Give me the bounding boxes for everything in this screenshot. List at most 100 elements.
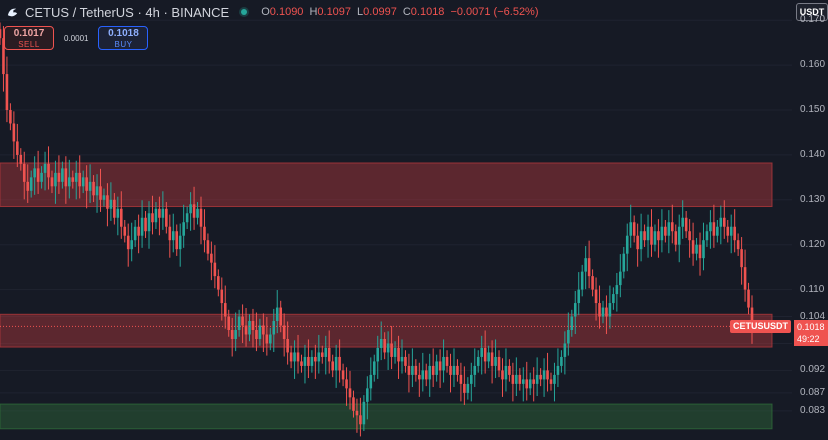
change-value: −0.0071 (−6.52%) [450, 6, 539, 18]
candle-body [584, 258, 587, 272]
candle-body [282, 325, 286, 339]
bar-countdown: 49:22 [797, 334, 820, 345]
candle-body [539, 374, 542, 380]
candle-body [573, 303, 577, 317]
candle-body [667, 222, 671, 236]
candle-body [459, 374, 463, 384]
candle-body [743, 267, 747, 290]
buy-label: BUY [114, 40, 133, 49]
candle-body [43, 163, 47, 173]
close-value: 0.1018 [410, 6, 445, 18]
candle-body [643, 231, 646, 241]
candle-body [549, 379, 553, 384]
candle-body [563, 343, 567, 357]
last-price-value: 0.1018 [797, 322, 825, 333]
candle-body [424, 370, 428, 380]
candle-body [203, 226, 206, 241]
candle-body [289, 352, 293, 362]
candle-body [428, 365, 432, 380]
candle-body [168, 226, 172, 241]
candle-body [615, 285, 619, 295]
candle-body [85, 177, 88, 191]
candle-body [521, 379, 525, 384]
ohlc-readout: O0.1090 H0.1097 L0.0997 C0.1018 −0.0071 … [261, 6, 538, 18]
candle-body [442, 356, 445, 371]
candle-body [546, 370, 549, 380]
candle-body [619, 271, 622, 286]
candle-body [736, 240, 740, 250]
candle-body [688, 231, 691, 241]
candle-body [64, 168, 68, 187]
candle-body [279, 307, 283, 326]
price-axis[interactable] [792, 0, 828, 440]
zone-support [0, 313, 773, 348]
zone-demand [0, 403, 773, 430]
candle-body [376, 347, 380, 362]
candle-series [0, 22, 754, 437]
candle-body [577, 289, 581, 304]
candle-body [310, 356, 314, 366]
candle-body [650, 226, 653, 245]
candle-body [140, 217, 144, 236]
price-chart[interactable] [0, 0, 792, 440]
candle-body [404, 356, 407, 366]
candle-body [286, 338, 289, 353]
candle-body [47, 163, 50, 178]
candle-body [230, 330, 234, 339]
candle-body [296, 352, 300, 362]
axis-tick-label: 0.130 [800, 193, 826, 205]
candle-body [5, 74, 9, 110]
candle-body [591, 276, 594, 290]
candle-body [189, 204, 192, 214]
symbol-label: CETUSUSDT [730, 320, 792, 334]
candle-body [740, 249, 743, 268]
candle-body [421, 370, 425, 380]
sell-button[interactable]: 0.1017 SELL [4, 26, 54, 50]
candle-body [733, 226, 736, 241]
close-label: C [402, 6, 411, 18]
candle-body [525, 379, 529, 389]
candle-body [199, 208, 203, 227]
currency-selector[interactable]: USDT [796, 3, 828, 21]
axis-tick-label: 0.120 [800, 238, 826, 250]
candle-body [747, 289, 750, 308]
candle-body [258, 325, 262, 339]
candle-body [397, 347, 400, 362]
candle-body [379, 338, 383, 348]
candle-body [341, 370, 345, 380]
candle-body [726, 226, 730, 236]
candle-body [622, 253, 626, 272]
candle-body [123, 226, 127, 236]
candle-body [102, 195, 106, 200]
candle-body [362, 401, 366, 425]
candle-body [705, 231, 709, 241]
low-label: L [357, 6, 364, 18]
candle-body [151, 213, 154, 223]
candle-body [435, 361, 438, 375]
symbol-title[interactable]: CETUS / TetherUS · 4h · BINANCE [25, 4, 230, 20]
candle-body [158, 208, 161, 218]
candle-body [393, 347, 397, 357]
candle-body [684, 217, 688, 232]
candle-body [501, 370, 504, 380]
candle-body [213, 262, 217, 277]
candle-body [210, 253, 213, 263]
candle-body [400, 356, 404, 362]
buy-button[interactable]: 0.1018 BUY [98, 26, 149, 50]
candle-body [137, 226, 140, 236]
candle-body [248, 321, 251, 335]
candle-body [414, 365, 418, 375]
axis-tick-label: 0.150 [800, 104, 826, 115]
candle-body [528, 379, 532, 389]
candle-body [317, 352, 321, 362]
axis-tick-label: 0.092 [800, 364, 826, 376]
candle-body [698, 244, 702, 259]
candle-body [92, 181, 95, 196]
candle-body [144, 217, 147, 232]
candle-body [196, 208, 199, 218]
candle-body [57, 172, 61, 182]
candle-body [490, 352, 494, 366]
candle-body [0, 29, 2, 39]
candle-body [307, 356, 310, 366]
